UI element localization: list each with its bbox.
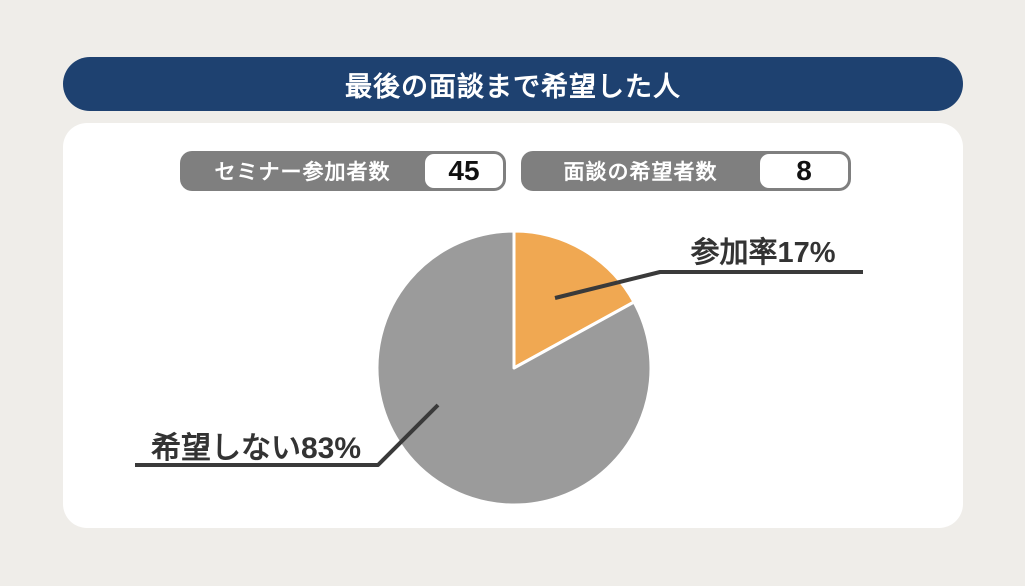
chart-card: セミナー参加者数 45 面談の希望者数 8 参加率17% 希望しない83% (63, 123, 963, 528)
pie-chart (135, 229, 863, 507)
stat-seminar-participants-label: セミナー参加者数 (214, 161, 391, 184)
pie-slices (375, 229, 653, 507)
pie-label-participation: 参加率17% (690, 237, 836, 269)
pie-slice-0 (512, 229, 636, 370)
page-title: 最後の面談まで希望した人 (345, 71, 681, 102)
stat-interview-applicants-value: 8 (760, 154, 848, 188)
leader-line-not-wishing (135, 403, 440, 467)
stat-interview-applicants-label: 面談の希望者数 (563, 161, 718, 184)
title-banner: 最後の面談まで希望した人 (63, 57, 963, 111)
leader-line-participation (554, 270, 863, 300)
pie-label-not-wishing: 希望しない83% (150, 432, 362, 465)
pie-slice-1 (375, 229, 653, 507)
stat-seminar-participants: セミナー参加者数 45 (180, 151, 506, 191)
stat-interview-applicants: 面談の希望者数 8 (521, 151, 851, 191)
stat-seminar-participants-value: 45 (425, 154, 503, 188)
